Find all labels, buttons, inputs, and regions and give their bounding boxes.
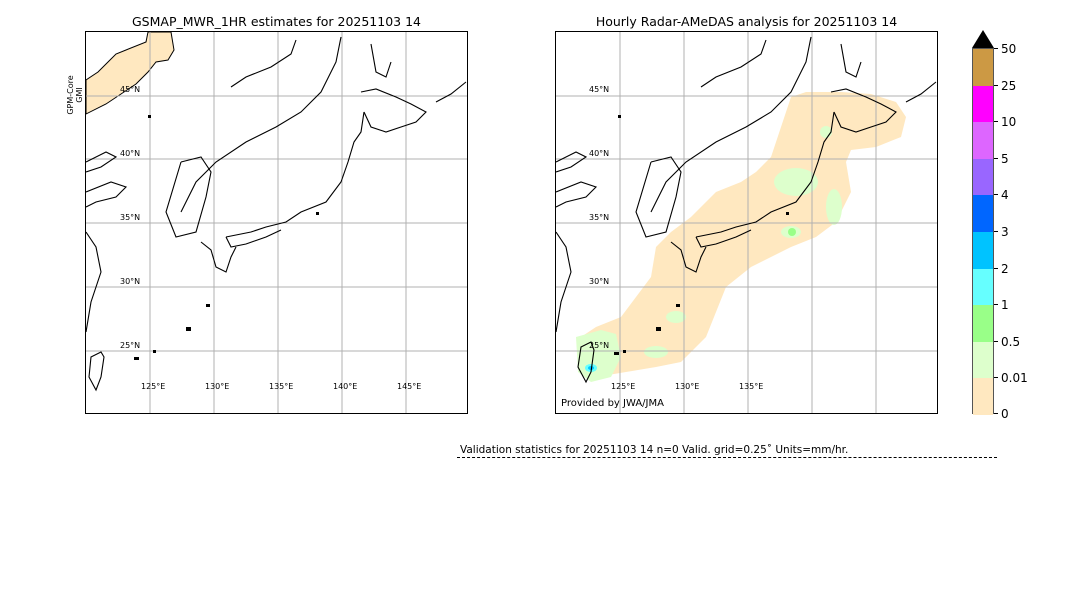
right-lat-label-45: 45°N <box>589 85 610 94</box>
colorbar-tick <box>994 194 998 195</box>
colorbar-tick <box>994 341 998 342</box>
left-lat-label-45: 45°N <box>120 85 141 94</box>
satellite-label: GPM-Core GMI <box>66 74 84 116</box>
colorbar <box>972 48 994 415</box>
colorbar-seg-5-10 <box>973 122 993 159</box>
colorbar-label-4: 4 <box>1001 188 1009 202</box>
colorbar-label-5: 5 <box>1001 152 1009 166</box>
satellite-label-line2: GMI <box>75 87 84 103</box>
left-lat-label-40: 40°N <box>120 149 141 158</box>
stats-divider <box>457 457 997 458</box>
right-map <box>555 31 938 414</box>
colorbar-label-0.5: 0.5 <box>1001 335 1021 349</box>
colorbar-extend-triangle <box>972 30 994 48</box>
left-map <box>85 31 468 414</box>
right-map-title: Hourly Radar-AMeDAS analysis for 2025110… <box>595 14 898 29</box>
right-lon-label-130: 130°E <box>675 382 700 391</box>
data-credit: Provided by JWA/JMA <box>561 398 664 409</box>
colorbar-tick <box>994 231 998 232</box>
right-lon-label-135: 135°E <box>739 382 764 391</box>
colorbar-tick <box>994 85 998 86</box>
colorbar-seg-2-3 <box>973 232 993 269</box>
right-lat-label-25: 25°N <box>589 341 610 350</box>
validation-statistics: Validation statistics for 20251103 14 n=… <box>460 444 849 456</box>
colorbar-tick <box>994 413 998 414</box>
colorbar-label-50: 50 <box>1001 42 1017 56</box>
colorbar-label-0.01: 0.01 <box>1001 371 1028 385</box>
colorbar-seg-0.01-0.5 <box>973 341 993 379</box>
colorbar-seg-10-25 <box>973 85 993 123</box>
colorbar-tick <box>994 158 998 159</box>
satellite-label-line1: GPM-Core <box>66 75 75 115</box>
left-lon-label-130: 130°E <box>205 382 230 391</box>
colorbar-seg-0-0.01 <box>973 378 993 415</box>
left-lon-label-125: 125°E <box>141 382 166 391</box>
colorbar-label-10: 10 <box>1001 115 1017 129</box>
colorbar-label-25: 25 <box>1001 79 1017 93</box>
colorbar-tick <box>994 268 998 269</box>
colorbar-seg-0.5-1 <box>973 305 993 342</box>
colorbar-seg-25-50 <box>973 49 993 86</box>
colorbar-label-0: 0 <box>1001 407 1009 421</box>
colorbar-seg-4-5 <box>973 158 993 196</box>
colorbar-tick <box>994 48 998 49</box>
colorbar-seg-3-4 <box>973 195 993 232</box>
left-lat-label-35: 35°N <box>120 213 141 222</box>
right-lat-label-30: 30°N <box>589 277 610 286</box>
left-lon-label-140: 140°E <box>333 382 358 391</box>
colorbar-tick <box>994 377 998 378</box>
right-lat-label-40: 40°N <box>589 149 610 158</box>
left-lon-label-135: 135°E <box>269 382 294 391</box>
right-lat-label-35: 35°N <box>589 213 610 222</box>
colorbar-tick <box>994 304 998 305</box>
right-lon-label-125: 125°E <box>611 382 636 391</box>
left-map-graphic <box>86 32 467 413</box>
colorbar-label-3: 3 <box>1001 225 1009 239</box>
left-lat-label-25: 25°N <box>120 341 141 350</box>
colorbar-seg-1-2 <box>973 268 993 306</box>
left-lat-label-30: 30°N <box>120 277 141 286</box>
right-map-graphic <box>556 32 937 413</box>
colorbar-tick <box>994 121 998 122</box>
colorbar-label-2: 2 <box>1001 262 1009 276</box>
colorbar-label-1: 1 <box>1001 298 1009 312</box>
left-lon-label-145: 145°E <box>397 382 422 391</box>
left-map-title: GSMAP_MWR_1HR estimates for 20251103 14 <box>132 14 421 29</box>
